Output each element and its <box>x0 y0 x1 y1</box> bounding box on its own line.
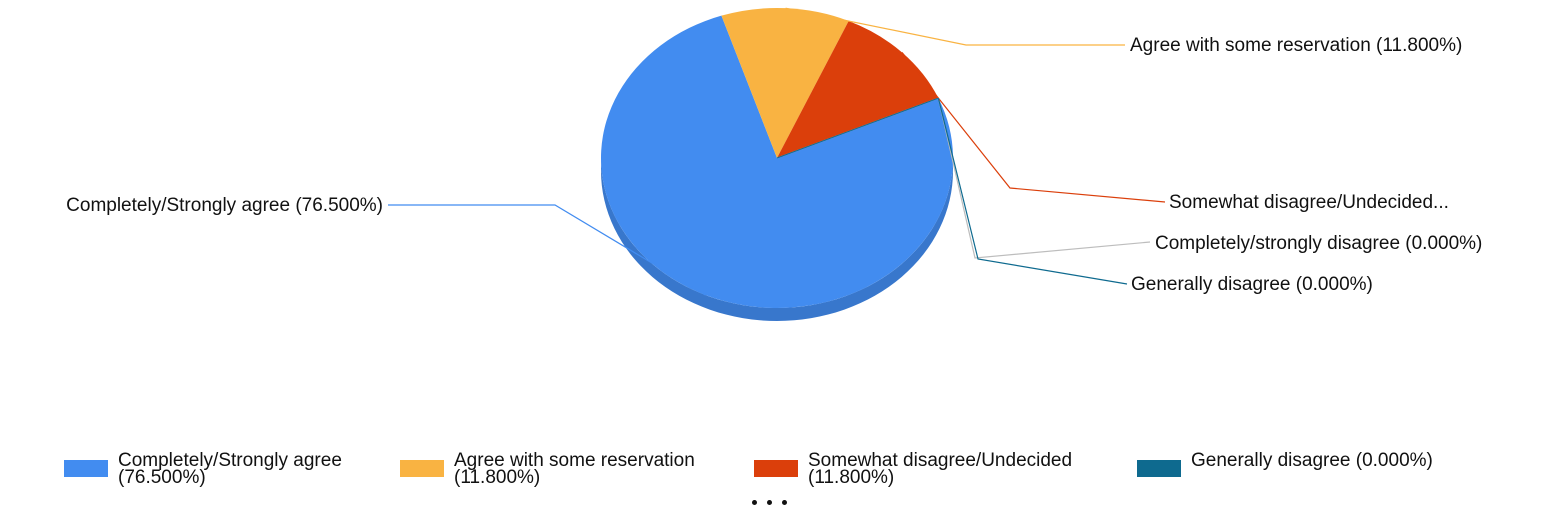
slice-label: Completely/Strongly agree (76.500%) <box>66 195 383 216</box>
legend-label: Completely/Strongly agree (76.500%) <box>118 450 342 488</box>
legend-label: Generally disagree (0.000%) <box>1191 450 1433 471</box>
legend-swatch <box>754 460 798 477</box>
legend-swatch <box>1137 460 1181 477</box>
pie-slice[interactable] <box>777 20 939 158</box>
leader-line <box>937 97 1151 259</box>
legend-item[interactable]: Agree with some reservation (11.800%) <box>400 450 695 488</box>
leader-line <box>937 97 1128 285</box>
slice-label: Generally disagree (0.000%) <box>1131 274 1373 295</box>
pie-leader-lines <box>388 7 1166 296</box>
pie-slice[interactable] <box>721 7 849 158</box>
legend-more-dot <box>767 500 772 505</box>
pie-slices <box>600 7 953 308</box>
legend-swatch <box>400 460 444 477</box>
leader-line <box>388 204 706 296</box>
legend-label: Somewhat disagree/Undecided (11.800%) <box>808 450 1073 488</box>
legend-item[interactable]: Completely/Strongly agree (76.500%) <box>64 450 342 488</box>
legend-swatch <box>64 460 108 477</box>
pie-slice[interactable] <box>776 97 939 159</box>
legend-more-dot <box>752 500 757 505</box>
legend-more-dot <box>782 500 787 505</box>
pie-chart: Completely/Strongly agree (76.500%) Agree… <box>66 7 1482 321</box>
slice-label: Completely/strongly disagree (0.000%) <box>1155 233 1482 254</box>
leader-line <box>901 52 1166 203</box>
leader-line <box>785 7 1125 46</box>
chart-legend: Completely/Strongly agree (76.500%) Agre… <box>0 450 1542 516</box>
legend-label: Agree with some reservation (11.800%) <box>454 450 695 488</box>
slice-label: Agree with some reservation (11.800%) <box>1130 35 1462 56</box>
pie-labels: Completely/Strongly agree (76.500%) Agree… <box>66 35 1482 295</box>
pie-slice[interactable] <box>600 15 953 308</box>
legend-more-indicator[interactable] <box>752 500 787 505</box>
slice-label: Somewhat disagree/Undecided... <box>1169 192 1449 213</box>
legend-item[interactable]: Generally disagree (0.000%) <box>1137 450 1433 477</box>
legend-item[interactable]: Somewhat disagree/Undecided (11.800%) <box>754 450 1073 488</box>
